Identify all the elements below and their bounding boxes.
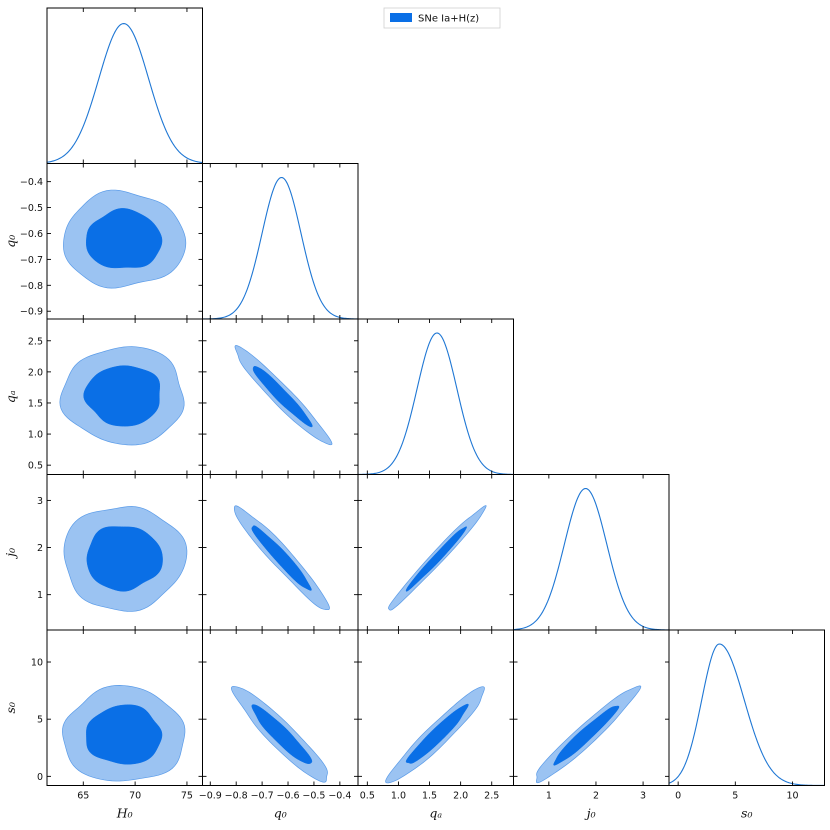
x-tick-label: −0.6 — [276, 791, 299, 802]
density-curve — [669, 643, 825, 786]
x-tick-label: 0 — [675, 791, 681, 802]
marginal-s0 — [669, 643, 825, 786]
y-tick-label: −0.9 — [20, 307, 43, 318]
contour-q0-qa — [234, 345, 333, 446]
y-tick-label: −0.5 — [20, 203, 43, 214]
x-tick-label: 5 — [732, 791, 738, 802]
panel-frame — [357, 629, 514, 786]
x-axis-label-j0: j₀ — [584, 806, 596, 821]
x-tick-label: 2 — [593, 791, 599, 802]
x-tick-label: 2.5 — [484, 791, 499, 802]
x-axis-label-qa: qₐ — [429, 806, 442, 821]
x-tick-label: 75 — [181, 791, 193, 802]
contour-68 — [83, 365, 161, 427]
x-tick-label: 1.5 — [422, 791, 437, 802]
panel-frame — [357, 318, 514, 475]
y-tick-label: 1.0 — [28, 430, 43, 441]
marginal-qa — [358, 332, 514, 475]
y-tick-label: 2.0 — [28, 367, 43, 378]
panel-frame — [46, 7, 203, 164]
panel-frame — [202, 629, 359, 786]
y-axis-label-j0: j₀ — [3, 548, 18, 560]
y-tick-label: 2.5 — [28, 336, 43, 347]
panel-frame — [202, 163, 359, 320]
x-tick-label: 70 — [129, 791, 141, 802]
x-tick-label: −0.8 — [225, 791, 248, 802]
axis-labels-layer: H₀ q₀ qₐ j₀ s₀ q₀ qₐ j₀ s₀ — [3, 235, 752, 821]
marginal-H0 — [47, 22, 203, 164]
contour-H0-j0 — [63, 506, 188, 612]
contour-68 — [251, 525, 312, 591]
contour-68 — [553, 705, 620, 766]
density-curve — [202, 176, 358, 319]
contour-68 — [251, 704, 313, 764]
y-tick-label: −0.6 — [20, 229, 43, 240]
contour-68 — [252, 366, 313, 428]
panel-frame — [513, 629, 670, 786]
x-axis-label-H0: H₀ — [116, 806, 133, 821]
contour-H0-q0 — [63, 189, 187, 289]
x-tick-label: 1 — [546, 791, 552, 802]
x-tick-label: 65 — [77, 791, 89, 802]
contour-H0-qa — [59, 346, 185, 446]
contour-qa-j0 — [388, 505, 487, 611]
y-axis-label-q0: q₀ — [3, 235, 18, 248]
x-tick-label: 2.0 — [453, 791, 468, 802]
legend: SNe Ia+H(z) — [383, 7, 501, 29]
contour-68 — [86, 208, 163, 269]
panel-frame — [668, 629, 825, 786]
x-tick-label: −0.4 — [328, 791, 351, 802]
x-tick-label: −0.9 — [199, 791, 222, 802]
panels-layer — [46, 7, 825, 786]
y-tick-label: 0.5 — [28, 461, 43, 472]
contour-68 — [86, 526, 163, 592]
y-tick-label: 3 — [37, 496, 43, 507]
tick-labels-layer: 65 70 75 −0.9 −0.8 −0.7 −0.6 −0.5 −0.4 0.5 1.0 1.5 2… — [20, 177, 799, 801]
density-curve — [513, 487, 669, 630]
y-tick-label: −0.8 — [20, 281, 43, 292]
y-tick-label: 5 — [37, 715, 43, 726]
y-tick-label: 0 — [37, 772, 43, 783]
x-axis-label-q0: q₀ — [274, 806, 287, 821]
y-tick-label: −0.7 — [20, 255, 43, 266]
legend-swatch — [390, 13, 412, 22]
contour-j0-s0 — [536, 685, 642, 784]
marginal-q0 — [202, 176, 358, 319]
density-curve — [358, 332, 514, 475]
x-tick-label: 10 — [786, 791, 798, 802]
contour-qa-s0 — [385, 686, 485, 784]
contour-H0-s0 — [62, 685, 186, 782]
legend-label: SNe Ia+H(z) — [418, 14, 479, 25]
legend-box — [383, 7, 501, 29]
x-tick-label: −0.5 — [302, 791, 325, 802]
panel-frame — [513, 474, 670, 631]
contour-68 — [405, 703, 469, 764]
y-axis-label-s0: s₀ — [3, 702, 18, 713]
x-tick-label: 1.0 — [391, 791, 406, 802]
x-tick-label: 3 — [640, 791, 646, 802]
y-axis-label-qa: qₐ — [3, 390, 18, 403]
contour-q0-j0 — [233, 505, 330, 611]
contour-68 — [86, 704, 163, 765]
y-tick-label: 1 — [37, 590, 43, 601]
contour-68 — [405, 526, 467, 592]
y-tick-label: 2 — [37, 543, 43, 554]
density-curve — [47, 22, 203, 164]
y-tick-label: 10 — [31, 658, 43, 669]
marginal-j0 — [513, 487, 669, 630]
x-tick-label: 0.5 — [360, 791, 375, 802]
contour-q0-s0 — [231, 686, 328, 783]
x-tick-label: −0.7 — [251, 791, 274, 802]
y-tick-label: −0.4 — [20, 177, 43, 188]
x-axis-label-s0: s₀ — [741, 806, 752, 821]
y-tick-label: 1.5 — [28, 398, 43, 409]
